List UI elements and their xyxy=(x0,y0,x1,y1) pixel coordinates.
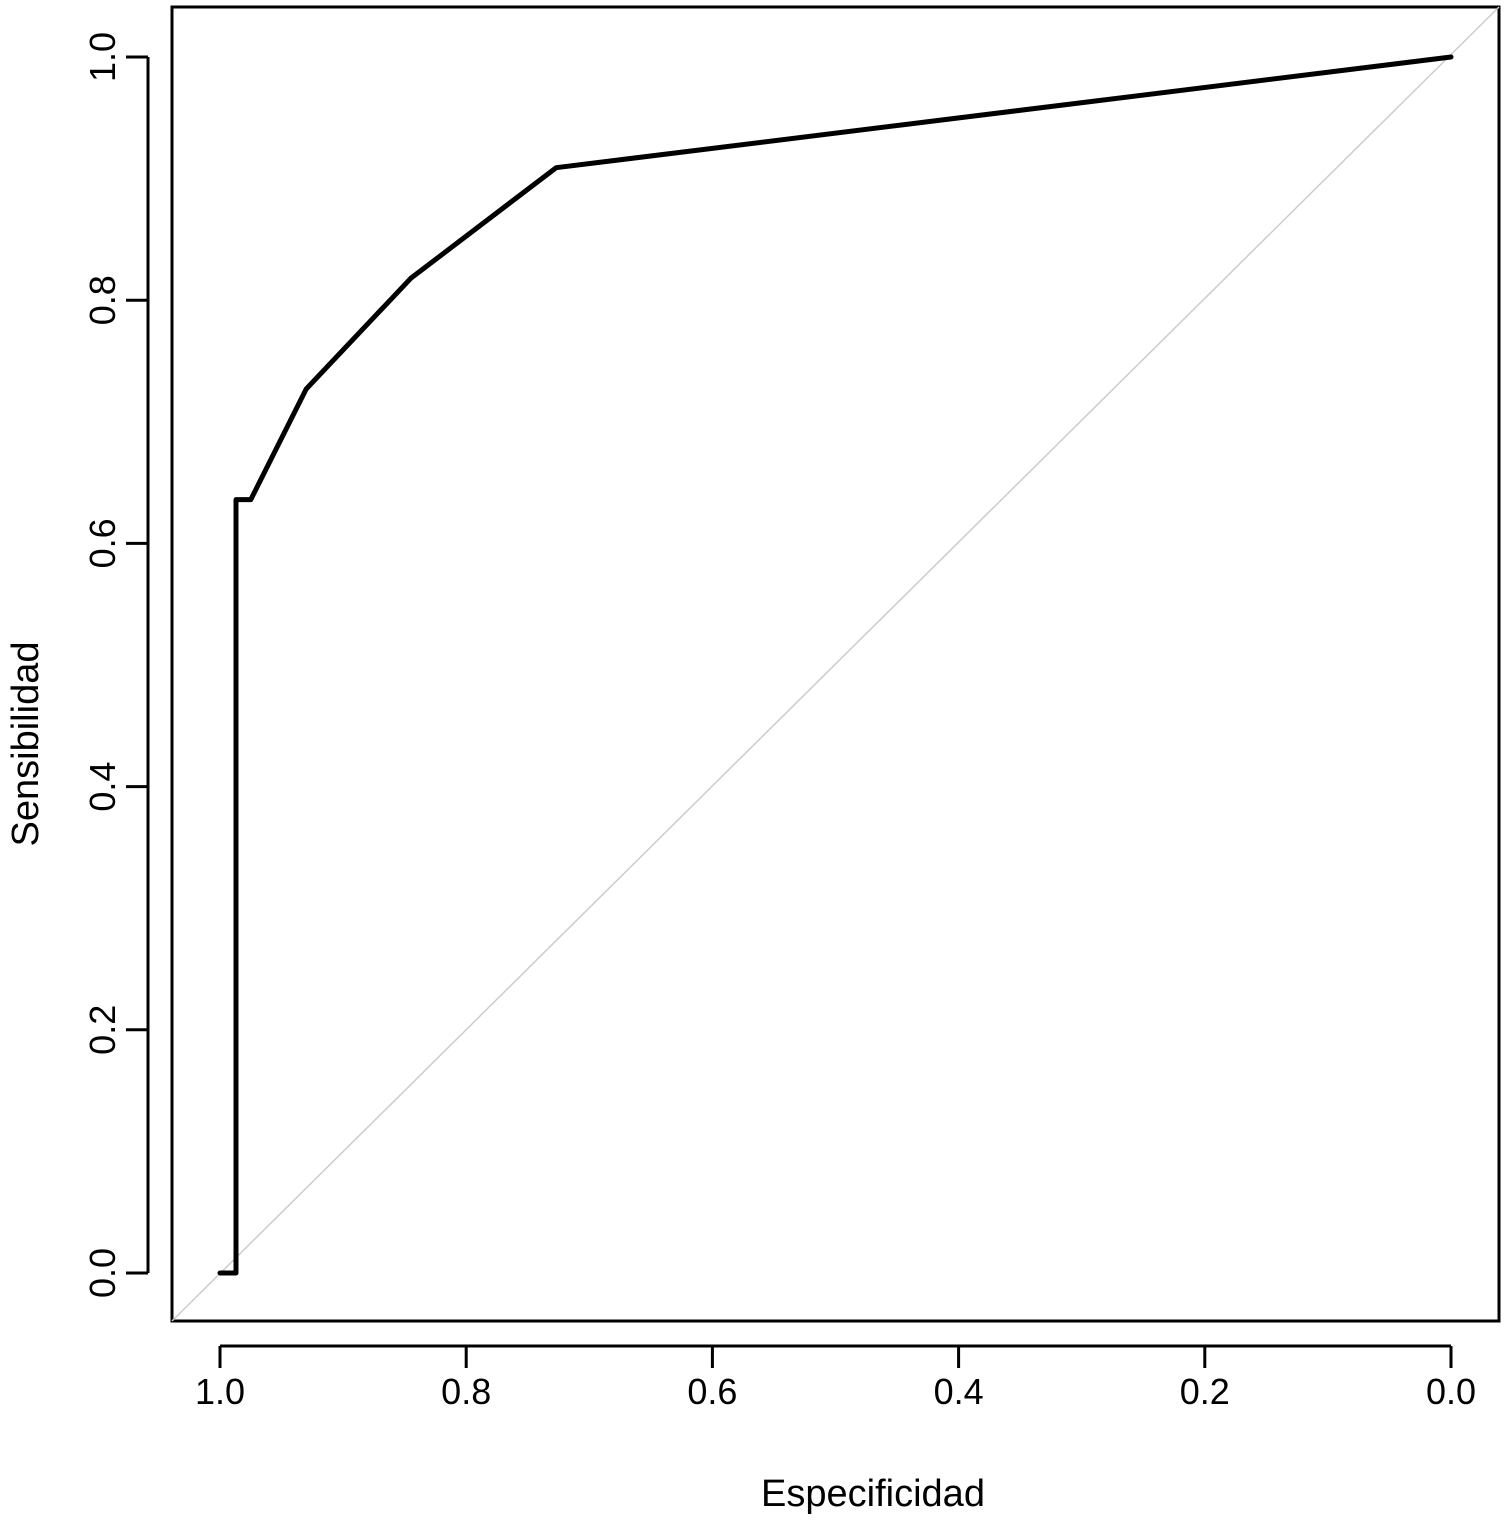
y-tick-label: 0.0 xyxy=(82,1248,123,1298)
roc-curve-line xyxy=(217,54,1454,1276)
series-layer xyxy=(217,54,1454,1276)
reference-diagonal-line xyxy=(171,6,1500,1322)
y-tick-label: 1.0 xyxy=(82,32,123,82)
x-tick-label: 0.2 xyxy=(1180,1371,1230,1412)
y-tick-label: 0.2 xyxy=(82,1005,123,1055)
plot-frame xyxy=(170,5,1501,1323)
x-tick-label: 0.8 xyxy=(441,1371,491,1412)
x-tick-label: 0.4 xyxy=(934,1371,984,1412)
y-tick-label: 0.6 xyxy=(82,518,123,568)
y-axis: 0.0 0.2 0.4 0.6 0.8 1.0 xyxy=(82,32,150,1298)
reference-line-layer xyxy=(171,6,1500,1322)
y-tick-label: 0.4 xyxy=(82,762,123,812)
x-axis: 1.0 0.8 0.6 0.4 0.2 0.0 xyxy=(195,1344,1476,1412)
x-tick-label: 0.6 xyxy=(687,1371,737,1412)
x-axis-label: Especificidad xyxy=(761,1473,985,1515)
x-tick-label: 1.0 xyxy=(195,1371,245,1412)
x-tick-label: 0.0 xyxy=(1426,1371,1476,1412)
y-tick-label: 0.8 xyxy=(82,275,123,325)
y-axis-label: Sensibilidad xyxy=(5,642,47,847)
